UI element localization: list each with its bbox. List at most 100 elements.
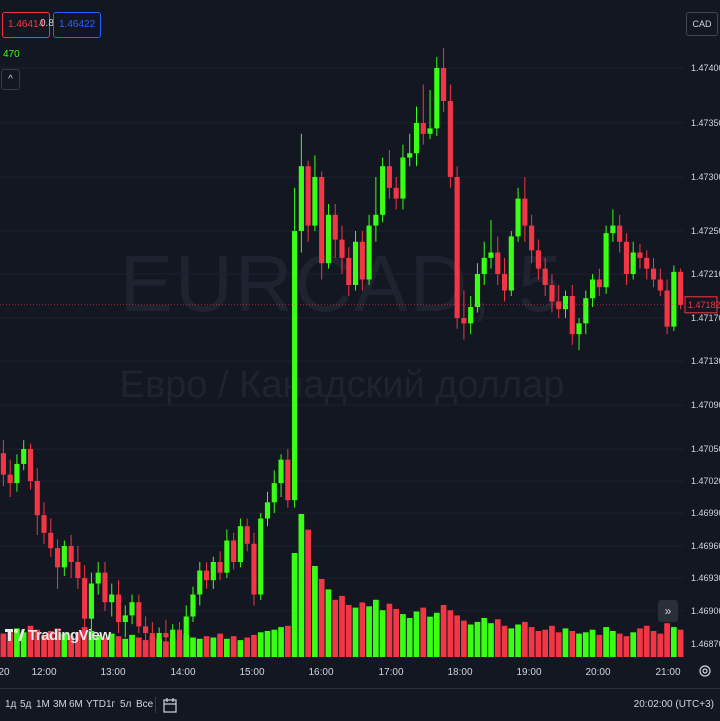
volume-bar-43: [291, 553, 298, 657]
time-tick-label: 20: [0, 667, 10, 678]
volume-bar-24: [163, 641, 169, 657]
tradingview-logo[interactable]: TradingView: [5, 624, 111, 646]
volume-bar-42: [284, 625, 291, 657]
price-tick-label: 1.47400: [691, 63, 720, 73]
candle-body-63: [427, 128, 433, 134]
volume-bar-73: [494, 619, 501, 657]
candle-body-55: [373, 214, 379, 226]
current-price-label: 1.47182: [688, 300, 720, 310]
volume-bar-31: [210, 637, 217, 657]
time-tick-label: 13:00: [100, 667, 125, 678]
timeframe-5y[interactable]: 5л: [120, 699, 132, 710]
volume-bar-15: [102, 637, 108, 657]
timeframe-3m[interactable]: 3М: [53, 699, 67, 710]
candle-body-8: [54, 548, 61, 568]
volume-bar-78: [528, 627, 535, 657]
grid-layer: [0, 67, 684, 645]
candle-body-12: [82, 578, 88, 619]
scroll-to-realtime-button[interactable]: »: [658, 600, 678, 622]
candle-body-97: [657, 279, 663, 291]
candle-body-19: [129, 602, 135, 616]
volume-bar-2: [14, 628, 20, 657]
candle-body-69: [468, 307, 474, 324]
candle-body-82: [556, 301, 562, 310]
time-tick-label: 12:00: [31, 667, 56, 678]
candle-body-17: [115, 594, 122, 622]
volume-bar-30: [203, 636, 210, 657]
volume-bar-80: [542, 629, 549, 657]
candle-body-41: [278, 459, 284, 484]
volume-bar-76: [515, 624, 521, 657]
candle-body-18: [122, 615, 128, 622]
timeframe-ytd[interactable]: YTD: [86, 699, 106, 710]
volume-bar-77: [522, 621, 528, 657]
candle-body-24: [163, 633, 169, 638]
time-tick-label: 16:00: [308, 667, 333, 678]
ask-price-box[interactable]: 1.46422: [53, 12, 102, 38]
candle-body-86: [583, 298, 589, 324]
candle-body-15: [102, 572, 108, 603]
volume-bar-7: [47, 631, 54, 657]
candle-body-47: [319, 177, 325, 264]
timeframe-all[interactable]: Все: [136, 699, 154, 710]
candle-body-10: [68, 546, 74, 562]
timeframe-1m[interactable]: 1М: [36, 699, 50, 710]
volume-bar-53: [359, 602, 366, 657]
price-tick-label: 1.46870: [691, 639, 720, 649]
price-axis[interactable]: 1.47400 1.47350 1.47300 1.47250 1.47210 1.471…: [0, 63, 720, 649]
volume-bar-81: [549, 625, 555, 657]
price-chart[interactable]: 1.47400 1.47350 1.47300 1.47250 1.47210 1.471…: [0, 0, 720, 688]
candle-body-65: [441, 68, 447, 101]
volume-bar-34: [230, 636, 237, 657]
candle-body-23: [156, 633, 162, 644]
candle-body-90: [610, 225, 616, 234]
candle-body-58: [393, 187, 399, 199]
candle-body-53: [359, 241, 365, 280]
volume-bar-18: [122, 638, 129, 657]
candle-body-59: [400, 157, 406, 199]
gear-icon[interactable]: [698, 664, 712, 678]
price-tick-label: 1.47050: [691, 444, 720, 454]
candle-body-78: [529, 225, 535, 251]
volume-bar-17: [115, 636, 122, 657]
candle-body-39: [264, 502, 271, 519]
candle-body-30: [203, 570, 210, 581]
candle-body-51: [346, 257, 352, 285]
timeframe-1d[interactable]: 1д: [5, 699, 17, 710]
time-axis[interactable]: 20 12:00 13:00 14:00 15:00 16:00 17:00 18:00 19:…: [0, 667, 681, 678]
collapse-button[interactable]: ^: [1, 69, 20, 90]
time-tick-label: 17:00: [378, 667, 403, 678]
candle-body-89: [603, 233, 609, 288]
candle-body-35: [237, 526, 243, 562]
candle-body-3: [21, 449, 27, 464]
candle-body-6: [41, 515, 47, 533]
calendar-icon[interactable]: [163, 697, 177, 713]
volume-bar-52: [352, 607, 359, 657]
volume-bar-75: [508, 628, 515, 657]
candle-body-44: [298, 166, 304, 231]
timeframe-1y[interactable]: 1г: [106, 699, 116, 710]
volume-bar-97: [657, 633, 664, 657]
volume-bar-4: [27, 625, 34, 657]
volume-bar-19: [129, 634, 135, 657]
volume-bar-5: [34, 629, 41, 657]
volume-bar-11: [75, 632, 81, 657]
candle-body-4: [27, 449, 34, 481]
candle-body-57: [386, 166, 392, 188]
volume-bar-21: [142, 640, 149, 657]
price-tick-label: 1.46930: [691, 573, 720, 583]
candle-body-14: [95, 572, 101, 584]
clock-display[interactable]: 20:02:00 (UTC+3): [633, 699, 714, 710]
price-tick-label: 1.46960: [691, 541, 720, 551]
currency-button[interactable]: CAD: [686, 12, 718, 36]
bid-price-box[interactable]: 1.46414: [2, 12, 51, 38]
candle-body-7: [48, 532, 54, 549]
candle-body-99: [671, 271, 677, 327]
candle-body-20: [136, 602, 142, 627]
candle-body-29: [197, 570, 203, 595]
timeframe-5d[interactable]: 5д: [20, 699, 32, 710]
candle-body-52: [352, 241, 359, 285]
timeframe-6m[interactable]: 6М: [69, 699, 83, 710]
candle-body-31: [210, 562, 216, 581]
volume-bar-49: [332, 599, 339, 657]
